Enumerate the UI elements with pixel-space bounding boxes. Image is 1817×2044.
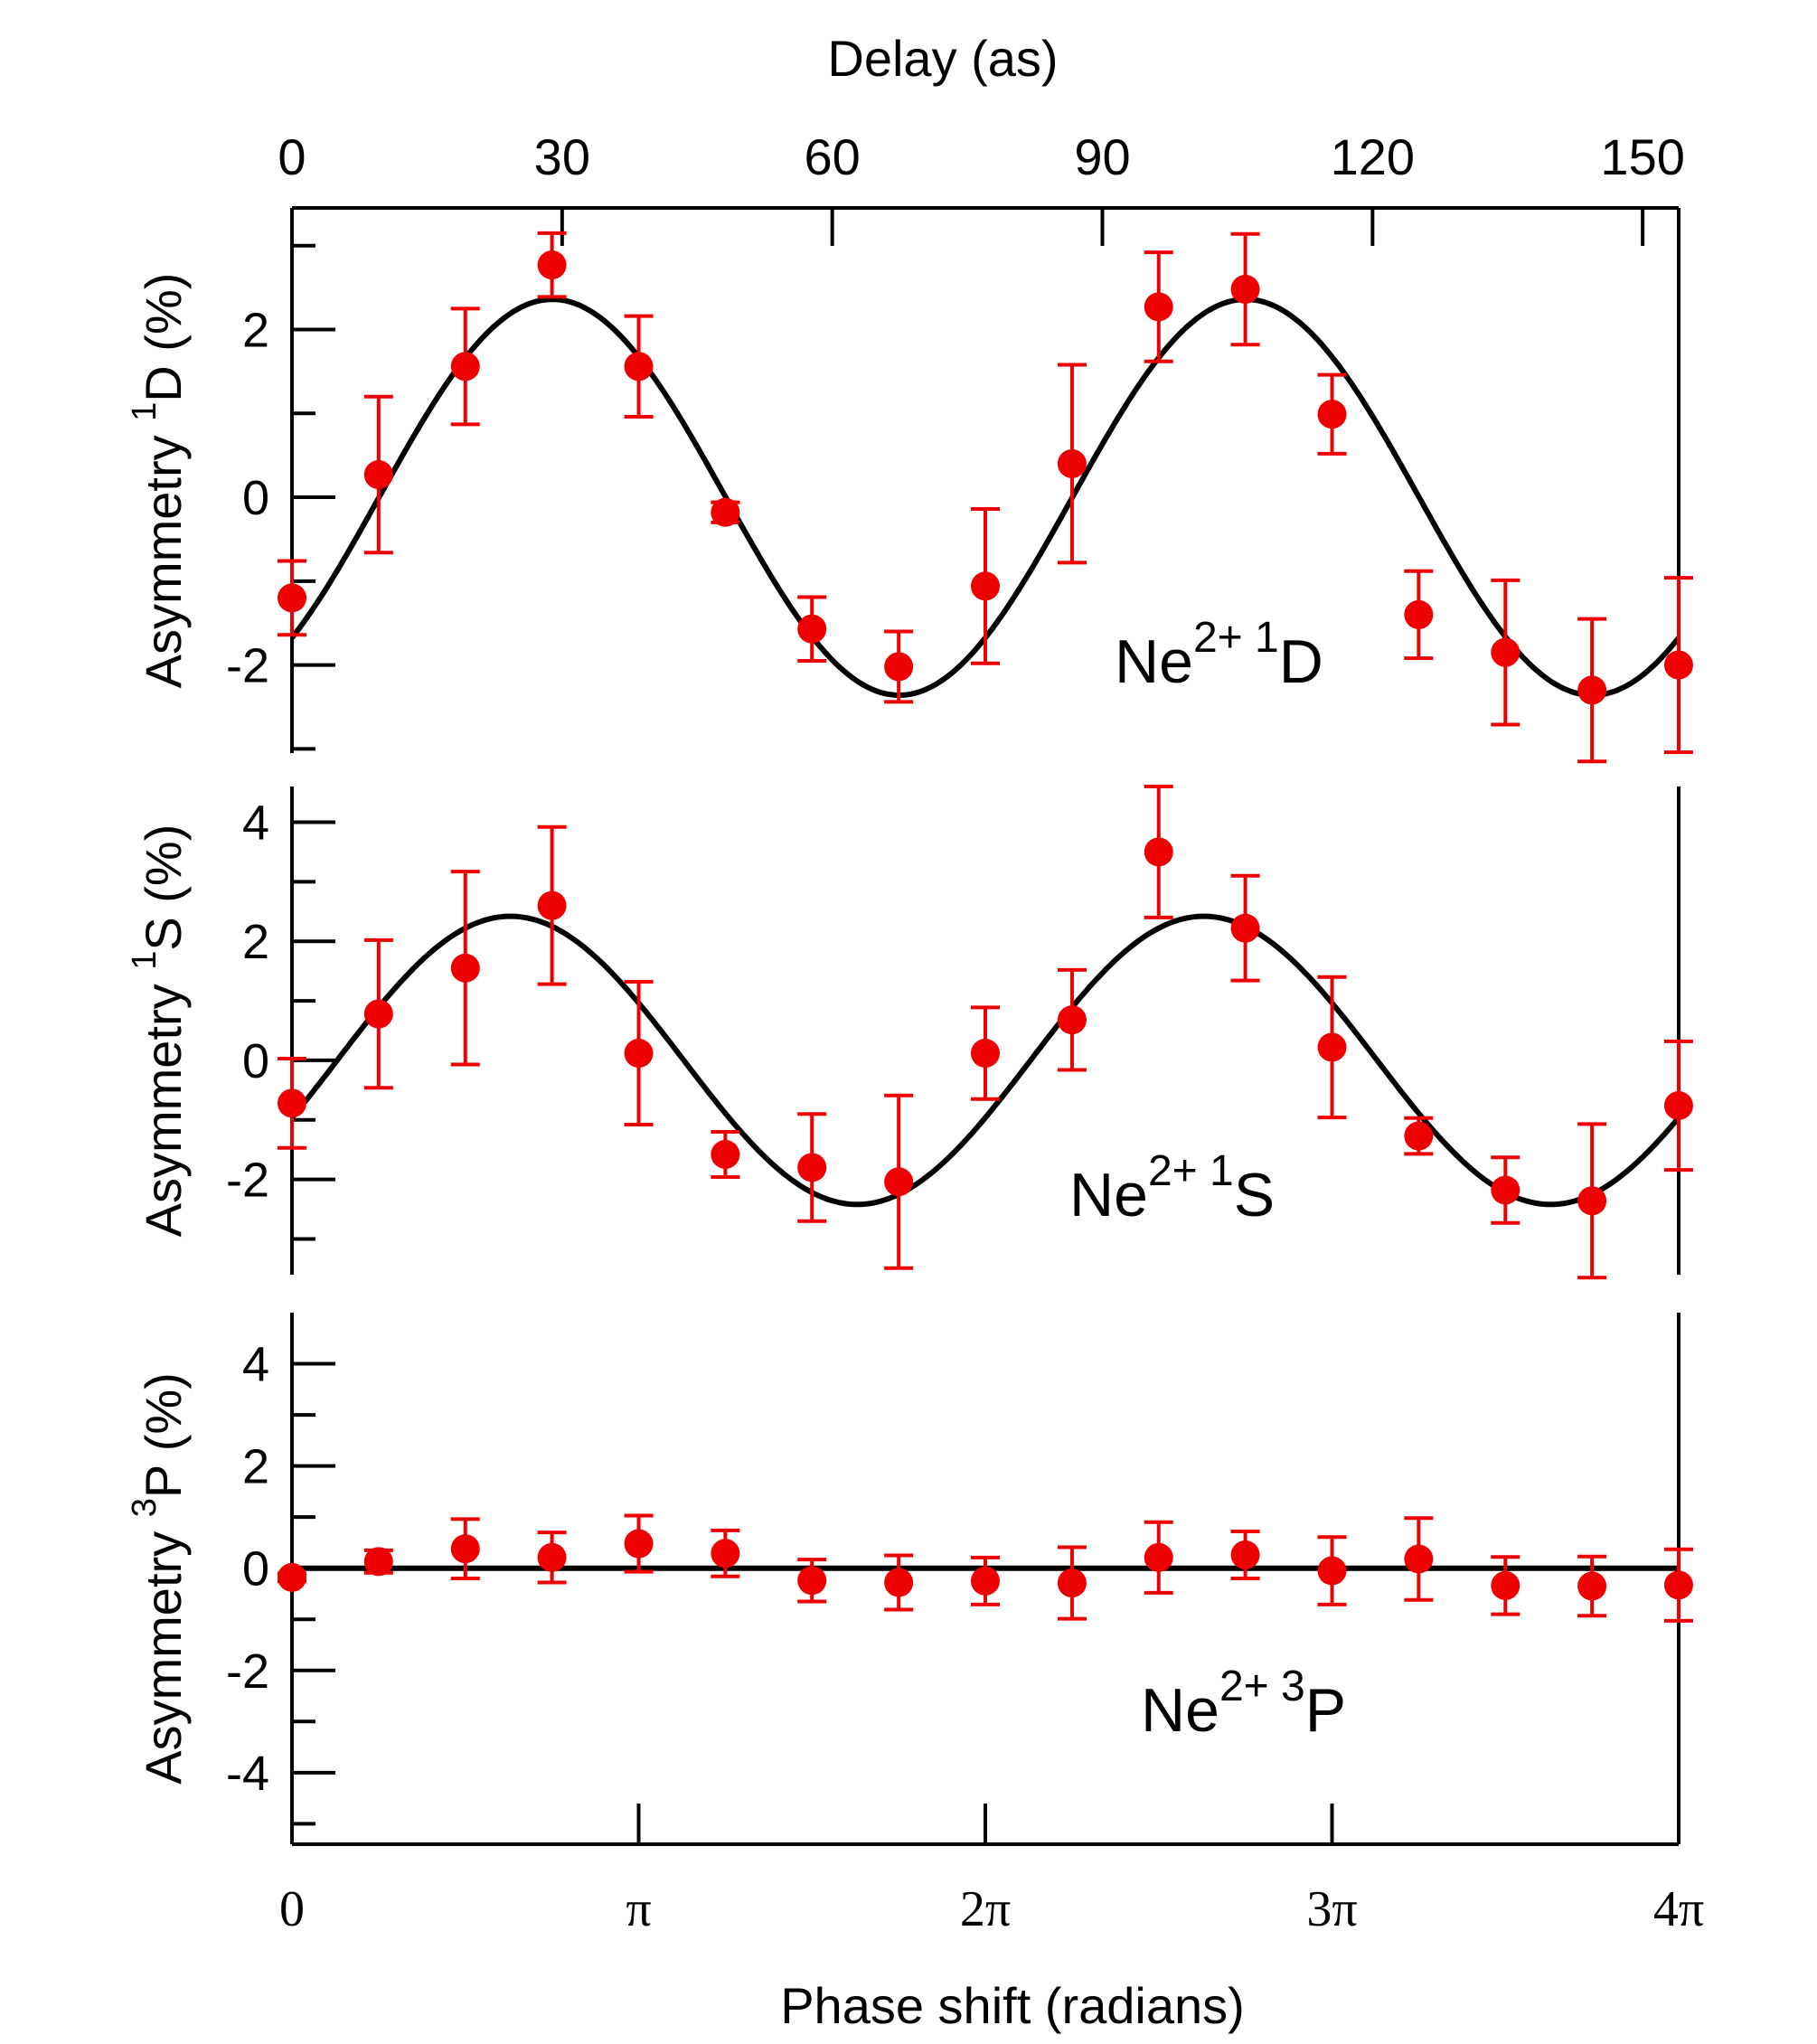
data-point: [1057, 1568, 1087, 1598]
bottom-tick-label: 4π: [1653, 1881, 1704, 1937]
y-tick-label: -4: [226, 1747, 269, 1801]
data-point: [363, 999, 393, 1029]
panel-label: Ne2+ 1S: [1069, 1147, 1275, 1229]
data-point: [1404, 599, 1434, 629]
data-point: [1491, 637, 1520, 667]
data-point: [450, 352, 480, 381]
bottom-tick-label: 3π: [1306, 1881, 1357, 1937]
data-point: [1057, 1005, 1087, 1035]
data-point: [1057, 448, 1087, 478]
data-point: [278, 1562, 306, 1592]
y-tick-label: -2: [226, 1154, 269, 1208]
data-point: [884, 1167, 914, 1197]
data-point: [970, 1566, 1000, 1596]
data-point: [884, 1568, 914, 1597]
data-point: [797, 1566, 827, 1596]
data-point: [537, 890, 567, 920]
data-point: [1317, 1032, 1347, 1062]
panel-label: Ne2+ 3P: [1141, 1663, 1346, 1745]
data-point: [1404, 1544, 1434, 1574]
data-point: [363, 1547, 393, 1577]
data-point: [1577, 1571, 1607, 1601]
panel-label: Ne2+ 1D: [1115, 614, 1323, 696]
top-axis: 0 30 60 90 120 150: [278, 128, 1685, 246]
y-tick-label: 4: [242, 796, 269, 851]
data-point: [450, 953, 480, 983]
data-point: [1663, 1090, 1693, 1120]
data-point: [278, 583, 306, 613]
top-tick-label: 150: [1600, 128, 1684, 185]
data-point: [1144, 1542, 1173, 1572]
data-point: [1317, 400, 1347, 429]
panel-1d: -2 0 2 Asymmetry 1D (%) Ne2+ 1D: [126, 208, 1693, 764]
bottom-axis-title: Phase shift (radians): [780, 1977, 1245, 2034]
data-point: [884, 652, 914, 682]
data-point: [970, 571, 1000, 601]
data-point: [624, 352, 654, 381]
y-tick-label: -2: [226, 1644, 269, 1699]
y-tick-label: 0: [242, 1542, 269, 1597]
y-tick-label: 0: [242, 1034, 269, 1088]
y-axis-title: Asymmetry 1S (%): [126, 824, 192, 1238]
y-tick-label: 4: [242, 1338, 269, 1392]
y-axis-title: Asymmetry 3P (%): [126, 1372, 192, 1785]
y-tick-label: 2: [242, 1440, 269, 1494]
y-tick-label: 2: [242, 915, 269, 969]
data-point: [1577, 1186, 1607, 1216]
top-tick-label: 60: [805, 128, 861, 185]
bottom-axis: 0 π 2π 3π 4π: [279, 1804, 1704, 1937]
top-axis-title: Delay (as): [827, 30, 1058, 87]
top-tick-label: 90: [1074, 128, 1130, 185]
data-point: [1144, 837, 1173, 867]
data-point: [1230, 274, 1260, 304]
top-tick-label: 120: [1331, 128, 1415, 185]
data-point: [537, 250, 567, 280]
data-point: [624, 1529, 654, 1559]
data-point: [624, 1039, 654, 1069]
panel-1s: -2 0 2 4 Asymmetry 1S (%) Ne2+ 1S: [126, 785, 1693, 1280]
y-tick-label: 0: [242, 471, 269, 525]
data-point: [711, 497, 740, 527]
bottom-tick-label: 2π: [960, 1881, 1011, 1937]
data-point: [1144, 292, 1173, 322]
data-point: [1663, 1570, 1693, 1600]
top-tick-label: 0: [278, 128, 306, 185]
data-point: [711, 1139, 740, 1169]
data-point: [1317, 1556, 1347, 1586]
data-point: [1491, 1570, 1520, 1600]
data-point: [1491, 1175, 1520, 1205]
data-point: [537, 1542, 567, 1572]
data-point: [363, 460, 393, 490]
data-point: [1577, 675, 1607, 705]
y-tick-label: -2: [226, 639, 269, 693]
data-point: [1230, 1540, 1260, 1569]
data-point: [797, 614, 827, 644]
data-point: [1404, 1121, 1434, 1151]
data-point: [970, 1039, 1000, 1069]
data-point: [278, 1088, 306, 1118]
data-point: [797, 1153, 827, 1182]
y-tick-label: 2: [242, 304, 269, 358]
data-point: [1230, 913, 1260, 943]
fit-curve: [289, 913, 1681, 1208]
data-point: [1663, 650, 1693, 680]
data-point: [450, 1534, 480, 1564]
bottom-tick-label: 0: [279, 1881, 305, 1937]
y-axis-title: Asymmetry 1D (%): [126, 273, 192, 689]
top-tick-label: 30: [534, 128, 590, 185]
bottom-tick-label: π: [626, 1881, 651, 1937]
data-point: [711, 1539, 740, 1568]
panel-3p: -4 -2 0 2 4 Asymmetry 3P (%) Ne2+ 3P: [126, 1313, 1693, 1844]
